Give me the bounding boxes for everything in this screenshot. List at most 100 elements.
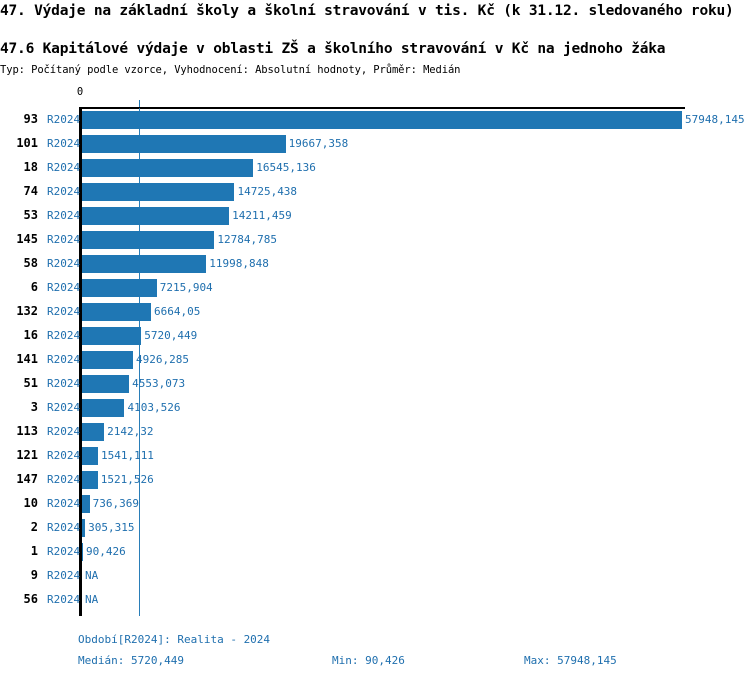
bar-value-label: 2142,32 [107, 425, 154, 438]
bar[interactable] [82, 471, 98, 489]
summary-stats: Medián: 5720,449 Min: 90,426 Max: 57948,… [0, 654, 750, 672]
bar-row[interactable]: 74 R2024 14725,438 [0, 181, 750, 205]
bar[interactable] [82, 543, 83, 561]
bar-value-label: 12784,785 [217, 233, 277, 246]
row-id-label: 141 [16, 352, 38, 366]
axis-value-baseline [79, 107, 82, 616]
row-period-label: R2024 [47, 137, 81, 150]
bar[interactable] [82, 231, 215, 249]
row-id-label: 56 [23, 592, 38, 606]
bar[interactable] [82, 423, 105, 441]
bar-value-label: 305,315 [88, 521, 135, 534]
row-period-label: R2024 [47, 449, 81, 462]
bar-value-label: 5720,449 [144, 329, 198, 342]
axis-top-border [81, 107, 685, 109]
bar-row[interactable]: 3 R2024 4103,526 [0, 397, 750, 421]
row-period-label: R2024 [47, 569, 81, 582]
bar-value-label: 4103,526 [127, 401, 181, 414]
bar[interactable] [82, 351, 133, 369]
row-id-label: 3 [30, 400, 38, 414]
row-period-label: R2024 [47, 281, 81, 294]
bar-row[interactable]: 53 R2024 14211,459 [0, 205, 750, 229]
bar-value-label: 7215,904 [159, 281, 213, 294]
bar-value-label: 19667,358 [288, 137, 349, 150]
bar[interactable] [82, 183, 235, 201]
bar-row[interactable]: 113 R2024 2142,32 [0, 421, 750, 445]
bar[interactable] [82, 327, 142, 345]
bar-row[interactable]: 2 R2024 305,315 [0, 517, 750, 541]
bar-row[interactable]: 147 R2024 1521,526 [0, 469, 750, 493]
bar[interactable] [82, 495, 90, 513]
stat-min: Min: 90,426 [332, 654, 405, 667]
bar-row[interactable]: 16 R2024 5720,449 [0, 325, 750, 349]
median-gridline [139, 108, 140, 616]
row-id-label: 147 [16, 472, 38, 486]
bar-value-label: 736,369 [92, 497, 139, 510]
bar-value-label: 57948,145 [685, 113, 745, 126]
bar[interactable] [82, 519, 86, 537]
row-period-label: R2024 [47, 473, 81, 486]
row-period-label: R2024 [47, 305, 81, 318]
bar[interactable] [82, 255, 207, 273]
stat-max: Max: 57948,145 [524, 654, 617, 667]
row-period-label: R2024 [47, 377, 81, 390]
bar-value-label: 90,426 [86, 545, 126, 558]
bar-row[interactable]: 1 R2024 90,426 [0, 541, 750, 565]
row-id-label: 132 [16, 304, 38, 318]
bar-row[interactable]: 121 R2024 1541,111 [0, 445, 750, 469]
row-id-label: 58 [23, 256, 38, 270]
bar-value-label: 1521,526 [100, 473, 154, 486]
row-id-label: 2 [30, 520, 38, 534]
bar-value-label: 11998,848 [209, 257, 269, 270]
row-period-label: R2024 [47, 257, 81, 270]
bar-row[interactable]: 51 R2024 4553,073 [0, 373, 750, 397]
row-period-label: R2024 [47, 161, 81, 174]
bar[interactable] [82, 207, 230, 225]
bar[interactable] [82, 111, 682, 129]
bar-row[interactable]: 6 R2024 7215,904 [0, 277, 750, 301]
legend-series-label: Období[R2024]: Realita - 2024 [78, 633, 271, 646]
bar-row[interactable]: 10 R2024 736,369 [0, 493, 750, 517]
row-period-label: R2024 [47, 425, 81, 438]
row-id-label: 51 [23, 376, 38, 390]
bar-row[interactable]: 145 R2024 12784,785 [0, 229, 750, 253]
row-id-label: 10 [23, 496, 38, 510]
bar-row[interactable]: 132 R2024 6664,05 [0, 301, 750, 325]
plot-area: 0 93 R2024 57948,145 101 R2024 19667,358 18 R20… [0, 86, 750, 626]
row-id-label: 6 [30, 280, 38, 294]
bar[interactable] [82, 399, 125, 417]
bar-value-label: 1541,111 [100, 449, 154, 462]
row-period-label: R2024 [47, 593, 81, 606]
bar[interactable] [82, 279, 157, 297]
row-period-label: R2024 [47, 113, 81, 126]
bar[interactable] [82, 159, 254, 177]
row-id-label: 101 [16, 136, 38, 150]
row-id-label: 1 [30, 544, 38, 558]
bar-row[interactable]: 141 R2024 4926,285 [0, 349, 750, 373]
bar-row[interactable]: 18 R2024 16545,136 [0, 157, 750, 181]
bar[interactable] [82, 135, 286, 153]
row-id-label: 16 [23, 328, 38, 342]
chart-meta-line: Typ: Počítaný podle vzorce, Vyhodnocení:… [0, 64, 461, 76]
bar[interactable] [82, 447, 98, 465]
chart-subtitle: 47.6 Kapitálové výdaje v oblasti ZŠ a šk… [0, 41, 666, 57]
bar-value-label: 16545,136 [256, 161, 316, 174]
bar[interactable] [82, 375, 130, 393]
bar-row[interactable]: 58 R2024 11998,848 [0, 253, 750, 277]
row-id-label: 9 [30, 568, 38, 582]
stat-median: Medián: 5720,449 [78, 654, 184, 667]
bar-value-label: 4926,285 [136, 353, 189, 366]
bar[interactable] [82, 303, 151, 321]
bar-row[interactable]: 56 R2024 NA [0, 589, 750, 613]
row-id-label: 145 [16, 232, 38, 246]
bar-value-label: 6664,05 [154, 305, 201, 318]
row-period-label: R2024 [47, 497, 81, 510]
bar-rows-container: 93 R2024 57948,145 101 R2024 19667,358 18 R2024… [0, 109, 750, 613]
bar-row[interactable]: 101 R2024 19667,358 [0, 133, 750, 157]
bar-row[interactable]: 9 R2024 NA [0, 565, 750, 589]
axis-gridline-tick [139, 100, 140, 107]
row-period-label: R2024 [47, 521, 81, 534]
row-id-label: 113 [16, 424, 38, 438]
bar-row[interactable]: 93 R2024 57948,145 [0, 109, 750, 133]
